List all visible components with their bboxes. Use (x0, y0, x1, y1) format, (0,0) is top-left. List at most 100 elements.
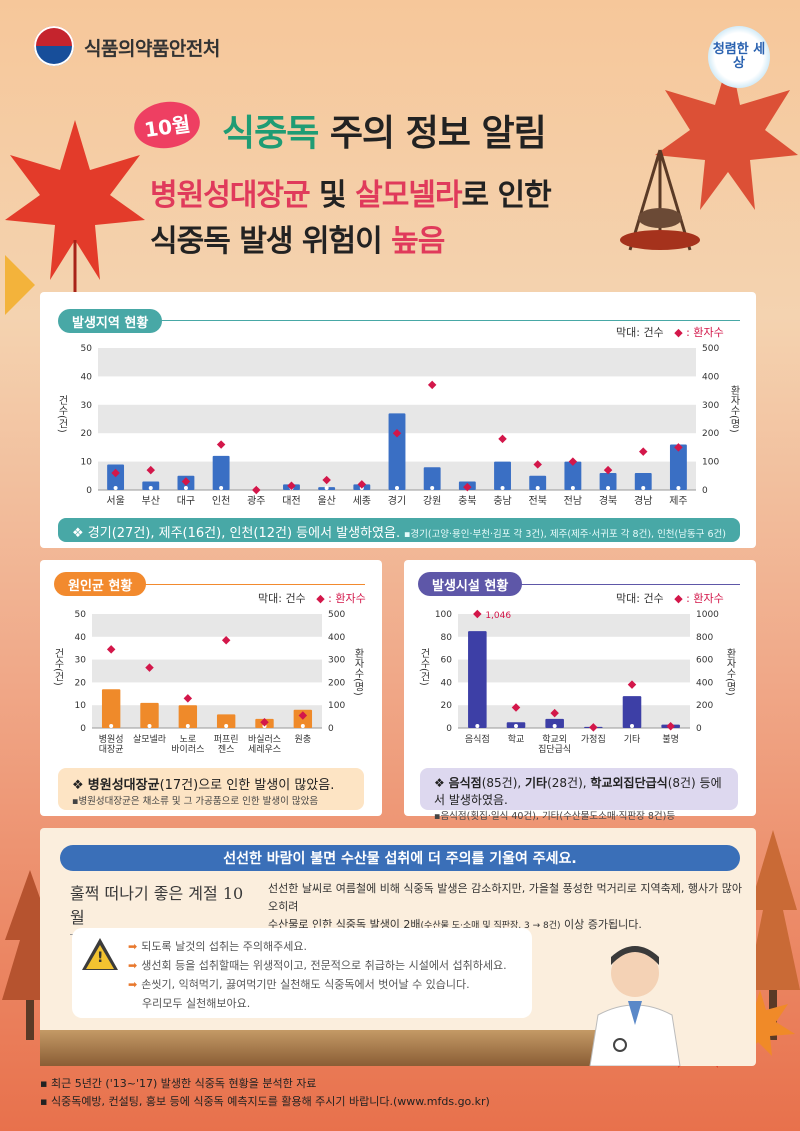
patient-marker (287, 481, 296, 490)
category-label: 젠스 (218, 744, 235, 755)
bar-base-dot (183, 486, 188, 490)
bar (107, 464, 125, 490)
category-label: 대전 (282, 495, 300, 507)
y2-tick-label: 500 (702, 344, 719, 354)
bar (140, 702, 159, 728)
category-label: 병원성 (99, 734, 124, 745)
bar-base-dot (475, 724, 480, 728)
category-label: 충북 (458, 495, 476, 507)
patient-marker (392, 428, 402, 438)
region-legend: 막대: 건수 ◆ : 환자수 (616, 324, 724, 340)
region-summary-detail: ▪경기(고양·용인·부천·김포 각 3건), 제주(제주·서귀포 각 8건), … (403, 529, 726, 540)
bar (634, 472, 652, 490)
patient-marker (146, 465, 156, 475)
bar-base-dot (676, 486, 681, 490)
tip-item: ➡ 생선회 등을 섭취할때는 위생적이고, 전문적으로 취급하는 시설에서 섭취하… (128, 959, 507, 972)
bar-base-dot (148, 486, 153, 490)
y2-tick-label: 500 (328, 610, 345, 620)
y2-tick-label: 400 (702, 372, 719, 382)
y2-tick-label: 100 (328, 701, 345, 711)
bar (178, 705, 198, 728)
category-label: 광주 (247, 495, 265, 507)
facility-title-rule (512, 584, 740, 585)
category-label: 가정집 (581, 733, 606, 745)
pathogen-summary: ❖ 병원성대장균(17건)으로 인한 발생이 많았음. ▪병원성대장균은 채소류… (58, 768, 364, 810)
category-label: 바실러스 (248, 734, 281, 745)
season-desc-line1: 선선한 날씨로 여름철에 비해 식중독 발생은 감소하지만, 가을철 풍성한 먹… (268, 882, 742, 913)
bar-base-dot (147, 724, 152, 728)
y2-tick-label: 1000 (696, 610, 719, 620)
bar (212, 455, 230, 490)
patient-marker (181, 477, 191, 486)
bar-base-dot (113, 486, 118, 490)
category-label: 불명 (662, 734, 679, 745)
bar-base-dot (430, 486, 435, 490)
y-tick-label: 40 (81, 372, 93, 382)
bar-base-dot (630, 724, 634, 728)
bar-base-dot (500, 486, 505, 490)
category-label: 서울 (106, 495, 124, 507)
bar-base-dot (552, 724, 557, 728)
y-tick-label: 100 (435, 610, 452, 620)
category-label: 음식점 (465, 733, 490, 745)
patient-marker (568, 457, 578, 466)
subtitle-line-1: 병원성대장균 및 살모넬라로 인한 (150, 170, 552, 214)
patient-marker (463, 482, 472, 492)
category-label: 제주 (669, 495, 687, 507)
y-tick-label: 20 (441, 701, 453, 711)
region-chart-title: 발생지역 현황 (58, 309, 163, 333)
category-label: 살모넬라 (133, 733, 167, 745)
y2-tick-label: 600 (696, 656, 713, 666)
subtitle-ecoli: 병원성대장균 (150, 178, 311, 213)
tip-item: ➡ 손씻기, 익혀먹기, 끓여먹기만 실천해도 식중독에서 벗어날 수 있습니다. (128, 978, 470, 991)
category-label: 울산 (317, 495, 335, 507)
pathogen-y2-label: 환자수(명) (352, 648, 363, 696)
campfire-illustration (620, 149, 700, 251)
main-title: 식중독 주의 정보 알림 (222, 104, 547, 156)
footer-note-2: ▪ 식중독예방, 컨설팅, 홍보 등에 식중독 예측지도를 활용해 주시기 바랍… (40, 1095, 490, 1108)
y2-tick-label: 400 (328, 633, 345, 643)
grid-band (458, 659, 690, 683)
ministry-name: 식품의약품안전처 (84, 38, 220, 60)
landscape-illustration (40, 1030, 600, 1066)
warning-icon-mark: ! (97, 950, 104, 966)
category-label: 경기 (388, 494, 406, 507)
subtitle-risk: 식중독 발생 위험이 (150, 224, 392, 259)
category-label: 세레우스 (248, 744, 281, 755)
tips-box (72, 928, 532, 1018)
bar-base-dot (514, 724, 518, 728)
patient-marker (533, 460, 542, 469)
category-label: 집단급식 (538, 743, 571, 755)
bar (468, 631, 487, 728)
pathogen-y-label: 건수(건) (52, 648, 63, 686)
category-label: 학교 (508, 734, 525, 745)
category-label: 대장균 (99, 744, 124, 755)
patient-marker (357, 480, 367, 489)
season-heading: 훌쩍 떠나기 좋은 계절 10월 (70, 880, 246, 935)
bar (622, 696, 642, 728)
y-tick-label: 0 (80, 724, 86, 734)
y-tick-label: 10 (81, 458, 93, 468)
category-label: 원충 (295, 734, 312, 745)
category-label: 전남 (564, 495, 582, 507)
y-tick-label: 30 (75, 656, 87, 666)
maple-leaf-left-illustration (5, 120, 145, 298)
facility-legend-marker: ◆ : 환자수 (674, 592, 724, 605)
y-tick-label: 50 (75, 610, 87, 620)
grid-band (92, 705, 322, 728)
category-label: 인천 (212, 495, 230, 507)
grid-band (92, 659, 322, 683)
bar (545, 718, 564, 728)
patient-annotation: 1,046 (485, 611, 511, 621)
category-label: 바이러스 (171, 744, 204, 755)
y2-tick-label: 200 (702, 429, 719, 439)
bar-base-dot (324, 486, 329, 490)
y-tick-label: 50 (81, 344, 93, 354)
subtitle-cause: 로 인한 (461, 178, 552, 213)
category-label: 대구 (177, 495, 195, 507)
y2-tick-label: 300 (702, 401, 719, 411)
bar-base-dot (300, 724, 305, 728)
bar (101, 689, 121, 728)
region-summary: ❖ 경기(27건), 제주(16건), 인천(12건) 등에서 발생하였음. ▪… (58, 518, 740, 542)
